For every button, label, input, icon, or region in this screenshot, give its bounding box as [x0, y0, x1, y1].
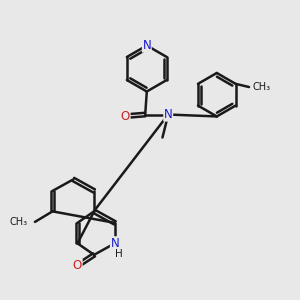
- Text: N: N: [142, 39, 151, 52]
- Text: N: N: [164, 108, 172, 121]
- Text: H: H: [115, 248, 123, 259]
- Text: N: N: [110, 237, 119, 250]
- Text: O: O: [121, 110, 130, 123]
- Text: O: O: [73, 259, 82, 272]
- Text: CH₃: CH₃: [10, 217, 28, 227]
- Text: CH₃: CH₃: [253, 82, 271, 92]
